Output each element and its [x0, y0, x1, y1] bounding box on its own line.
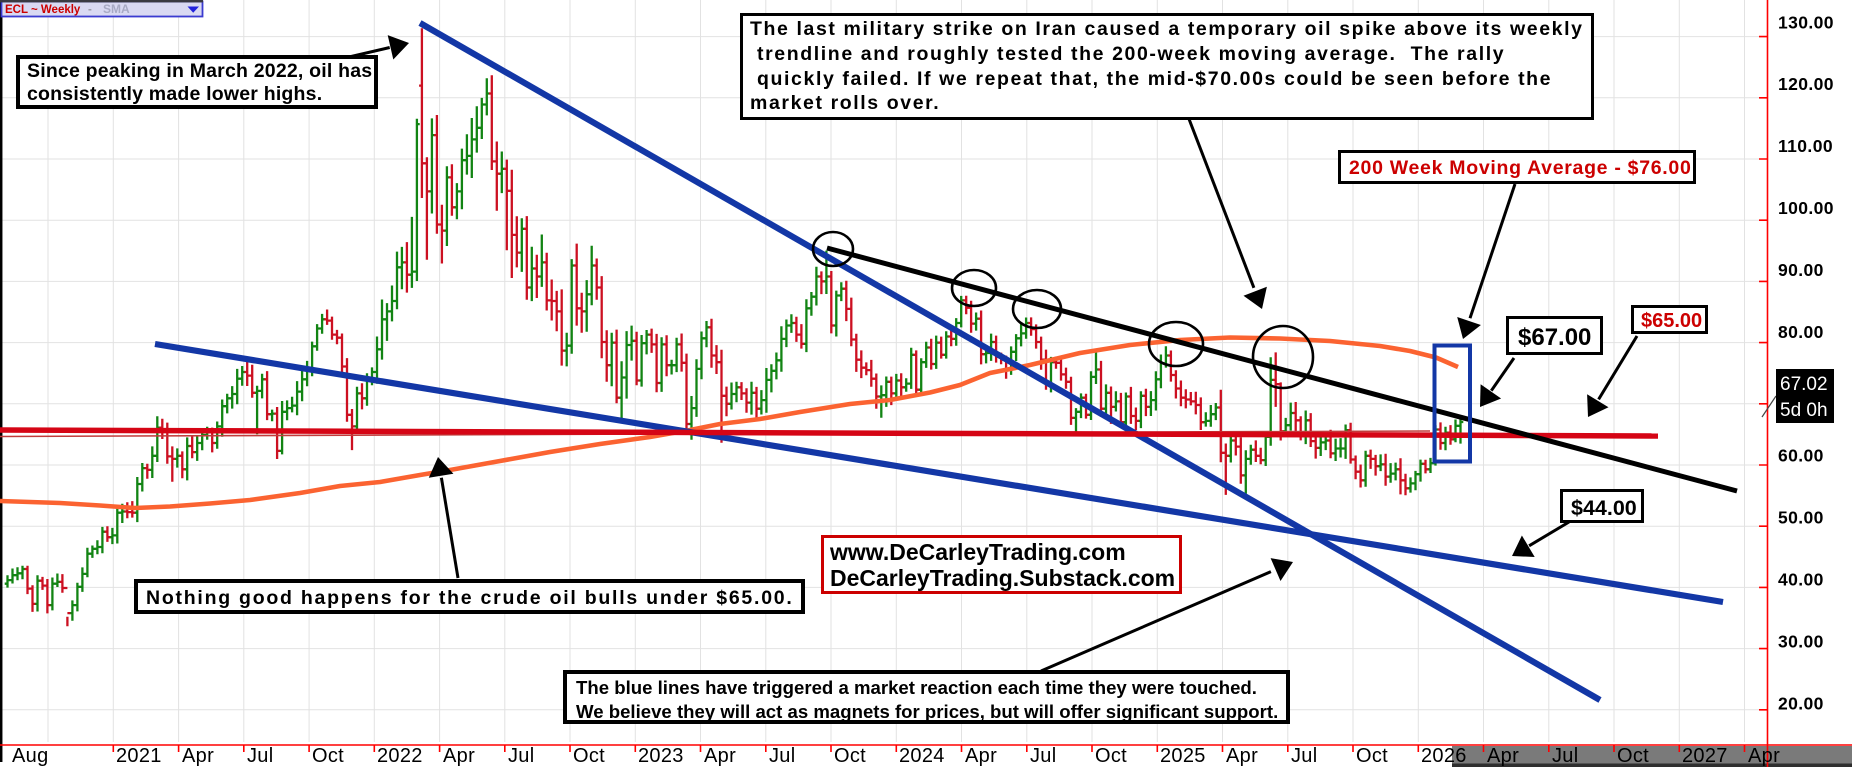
svg-text:Aug: Aug — [12, 745, 49, 767]
svg-text:60.00: 60.00 — [1778, 446, 1824, 466]
svg-text:Oct: Oct — [573, 745, 605, 767]
svg-text:Oct: Oct — [1095, 745, 1127, 767]
svg-text:2023: 2023 — [638, 745, 684, 767]
svg-text:130.00: 130.00 — [1778, 12, 1834, 32]
svg-text:Jul: Jul — [1291, 745, 1317, 767]
svg-text:50.00: 50.00 — [1778, 508, 1824, 528]
svg-text:Oct: Oct — [834, 745, 866, 767]
svg-text:Oct: Oct — [1356, 745, 1388, 767]
svg-text:100.00: 100.00 — [1778, 198, 1834, 218]
svg-text:110.00: 110.00 — [1778, 136, 1833, 156]
svg-text:Jul: Jul — [247, 745, 273, 767]
svg-text:2022: 2022 — [377, 745, 423, 767]
svg-text:Jul: Jul — [1030, 745, 1056, 767]
svg-text:Apr: Apr — [1226, 745, 1258, 767]
svg-text:SMA: SMA — [103, 2, 130, 16]
svg-text:120.00: 120.00 — [1778, 74, 1834, 94]
svg-text:2024: 2024 — [899, 745, 945, 767]
svg-text:2027: 2027 — [1682, 745, 1728, 767]
svg-text:Apr: Apr — [443, 745, 475, 767]
svg-text:90.00: 90.00 — [1778, 260, 1824, 280]
svg-text:2021: 2021 — [116, 745, 162, 767]
svg-text:40.00: 40.00 — [1778, 570, 1824, 590]
svg-text:20.00: 20.00 — [1778, 693, 1824, 713]
svg-text:2026: 2026 — [1421, 745, 1467, 767]
svg-text:5d 0h: 5d 0h — [1780, 400, 1828, 421]
svg-text:67.02: 67.02 — [1780, 374, 1828, 395]
svg-text:Apr: Apr — [1487, 745, 1519, 767]
svg-text:Apr: Apr — [182, 745, 214, 767]
svg-text:80.00: 80.00 — [1778, 322, 1824, 342]
svg-text:30.00: 30.00 — [1778, 632, 1824, 652]
svg-text:2025: 2025 — [1160, 745, 1206, 767]
svg-text:Jul: Jul — [1552, 745, 1578, 767]
svg-text:Oct: Oct — [312, 745, 344, 767]
svg-text:Apr: Apr — [1748, 745, 1780, 767]
svg-text:Jul: Jul — [769, 745, 795, 767]
svg-text:-: - — [88, 4, 92, 16]
svg-text:Jul: Jul — [508, 745, 534, 767]
svg-text:Apr: Apr — [965, 745, 997, 767]
svg-text:Oct: Oct — [1617, 745, 1649, 767]
svg-text:Apr: Apr — [704, 745, 736, 767]
svg-text:ECL ~ Weekly: ECL ~ Weekly — [5, 4, 81, 16]
